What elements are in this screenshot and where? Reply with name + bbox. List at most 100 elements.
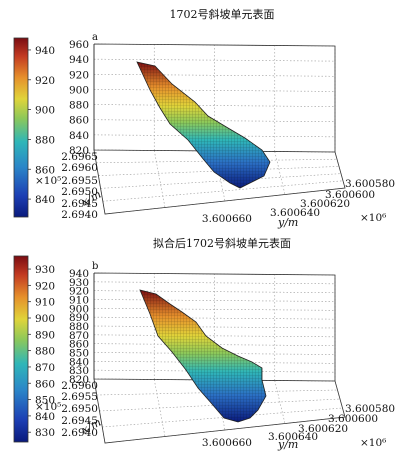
gridline-z [93,369,336,373]
z-tick-label: 850 [69,348,89,360]
y-tick-label: 3.600660 [202,213,252,225]
colorbar-tick-label: 900 [35,105,55,117]
gridline-z [93,134,336,138]
y-axis-label: y/m [277,438,298,451]
colorbar-tick-label: 830 [35,427,55,439]
panel-label: a [92,32,98,43]
gridline-z [93,325,336,329]
gridline-z [93,343,336,346]
x-tick-label: 2.6945 [61,415,98,427]
y-axis-label: y/m [277,216,298,229]
colorbar-tick-label: 900 [35,313,55,325]
z-tick-label: 890 [69,312,89,324]
x-tick-label: 2.6950 [61,403,98,415]
colorbar-tick-label: 860 [35,378,55,390]
y-tick-label: 3.600620 [300,198,350,210]
axis-floor [93,149,346,215]
y-tick-label: 3.600620 [298,423,348,435]
axis-floor [93,378,346,444]
surface-gridlines [137,62,270,188]
chart-panel-a: 1702号斜坡单元表面a9409209008808608409609409209… [13,7,395,229]
colorbar-tick-label: 890 [35,329,55,341]
z-tick-label: 920 [69,69,89,81]
gridline-z [93,352,336,355]
z-tick-label: 870 [69,330,89,342]
z-tick-label: 860 [69,339,89,351]
gridline-z [93,58,336,62]
colorbar-tick-label: 880 [35,346,55,358]
gridline-z [93,308,336,311]
gridline-z [93,281,336,285]
x-tick-label: 2.6955 [61,391,98,403]
panel-label: b [92,261,98,272]
colorbar-tick-label: 840 [35,411,55,423]
y-tick-label: 3.600660 [202,437,252,449]
x-tick-label: 2.6965 [61,151,98,163]
z-tick-label: 930 [69,277,89,289]
colorbar-tick-label: 850 [35,395,55,407]
gridline-z [93,334,336,338]
z-tick-label: 820 [69,374,89,386]
y-tick-label: 3.600580 [345,403,395,415]
colorbar-tick-label: 920 [35,75,55,87]
x-tick-label: 2.6960 [61,380,98,392]
gridline-z [93,299,336,302]
chart-title: 拟合后1702号斜坡单元表面 [153,236,291,250]
chart-panel-b: 拟合后1702号斜坡单元表面b9309209109008908808708608… [13,236,395,451]
z-tick-label: 860 [69,115,89,127]
x-tick-label: 2.6940 [61,209,98,221]
gridline-y [274,380,286,424]
gridline-y [274,151,286,195]
gridline-z [93,104,336,107]
x-tick-label: 2.6950 [61,186,98,198]
colorbar-tick-label: 940 [35,45,55,57]
x-tick-label: 2.6940 [61,427,98,439]
x-multiplier: ×10⁵ [35,401,61,413]
z-tick-label: 900 [69,303,89,315]
x-tick-label: 2.6945 [61,198,98,210]
colorbar-tick-label: 880 [35,134,55,146]
colorbar-tick-label: 870 [35,362,55,374]
gridline-x [102,180,344,202]
z-tick-label: 880 [69,100,89,112]
gridline-z [93,316,336,320]
gridline-x [100,173,342,189]
z-tick-label: 830 [69,365,89,377]
colorbar-tick-label: 910 [35,297,55,309]
z-tick-label: 910 [69,295,89,307]
colorbar-tick-label: 860 [35,164,55,176]
colorbar [13,37,29,218]
z-tick-label: 940 [69,268,89,280]
gridline-y [153,150,166,208]
x-multiplier: ×10⁵ [35,175,61,187]
gridline-z [93,73,336,77]
gridline-z [93,119,336,123]
z-tick-label: 820 [69,145,89,157]
gridline-z [93,290,336,293]
y-multiplier: ×10⁶ [360,212,386,224]
z-tick-label: 900 [69,84,89,96]
chart-title: 1702号斜坡单元表面 [170,7,275,21]
x-tick-label: 2.6955 [61,175,98,187]
x-tick-label: 2.6960 [61,162,98,174]
y-multiplier: ×10⁶ [360,437,386,449]
z-tick-label: 960 [69,39,89,51]
colorbar-tick-label: 920 [35,280,55,292]
y-tick-label: 3.600600 [325,189,375,201]
colorbar-tick-label: 840 [35,194,55,206]
y-tick-label: 3.600640 [270,207,320,219]
y-tick-label: 3.600600 [328,413,378,425]
gridline-y [153,379,166,437]
z-tick-label: 840 [69,130,89,142]
surface-gridlines [140,290,266,422]
z-tick-label: 920 [69,286,89,298]
colorbar-tick-label: 930 [35,264,55,276]
z-tick-label: 940 [69,54,89,66]
gridline-x [102,407,343,428]
y-tick-label: 3.600640 [268,431,318,443]
colorbar [13,255,29,443]
gridline-z [93,361,336,364]
z-tick-label: 840 [69,356,89,368]
z-tick-label: 880 [69,321,89,333]
